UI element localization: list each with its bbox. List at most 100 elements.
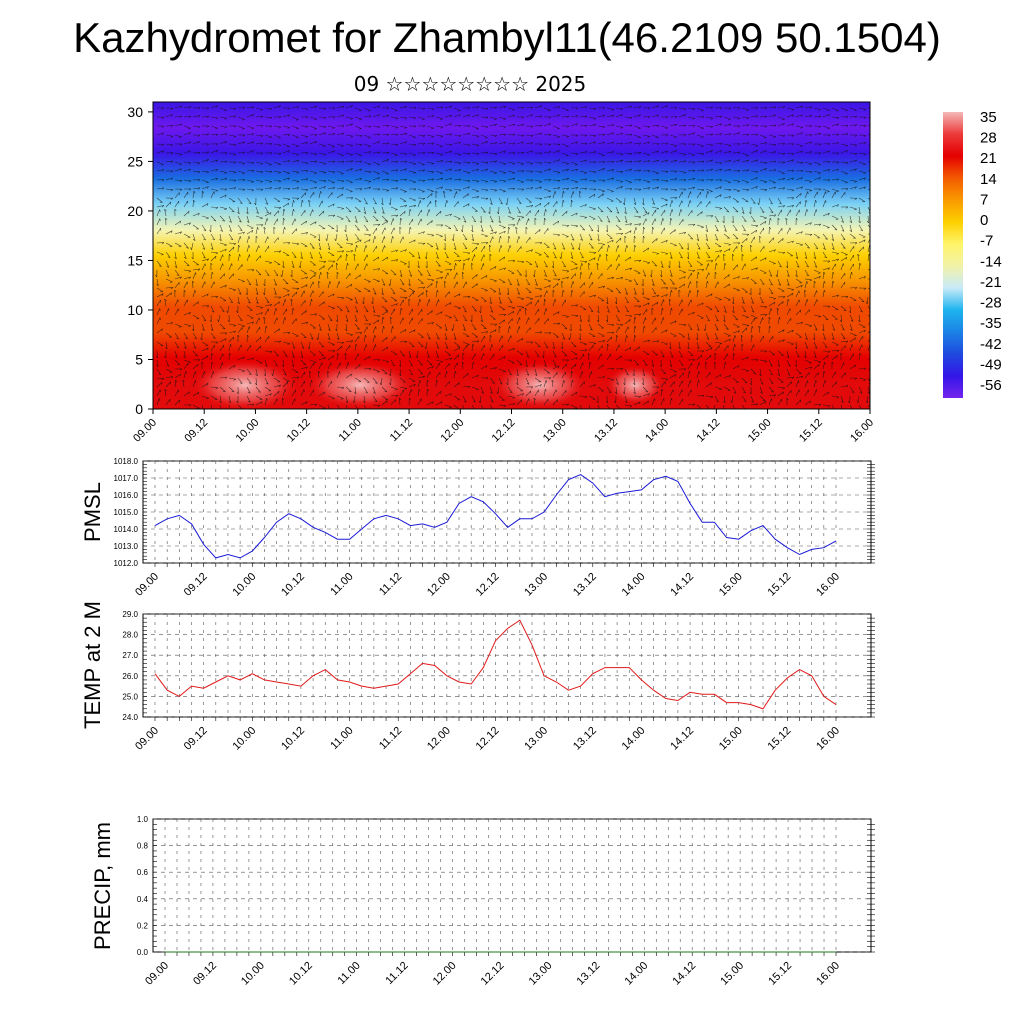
wind-vector-head <box>485 168 488 172</box>
wind-vector-head <box>274 292 277 295</box>
wind-vector <box>417 318 423 325</box>
wind-vector-head <box>458 259 462 263</box>
wind-vector-head <box>449 357 452 361</box>
wind-vector <box>165 322 173 325</box>
wind-vector-head <box>647 170 651 173</box>
wind-vector-head <box>425 265 428 269</box>
wind-vector-head <box>179 220 181 224</box>
wind-vector <box>651 186 659 190</box>
wind-vector <box>192 268 200 271</box>
wind-vector <box>308 200 311 208</box>
wind-vector-head <box>224 126 228 129</box>
wind-vector-head <box>345 319 349 322</box>
wind-vector <box>705 332 710 340</box>
wind-vector <box>363 263 368 271</box>
wind-vector-head <box>458 162 462 165</box>
wind-vector <box>768 336 774 343</box>
wind-vector-head <box>247 391 251 394</box>
wind-vector <box>732 116 740 119</box>
wind-vector <box>831 341 839 346</box>
wind-vector-head <box>800 186 803 190</box>
wind-vector <box>480 168 488 172</box>
wind-vector <box>300 134 308 137</box>
wind-vector <box>750 267 758 271</box>
wind-vector <box>723 353 728 361</box>
wind-vector-head <box>611 177 614 180</box>
wind-vector-head <box>489 301 492 305</box>
wind-vector-head <box>485 151 489 155</box>
wind-vector-head <box>420 373 423 375</box>
wind-vector-head <box>222 254 224 258</box>
wind-vector <box>759 314 768 316</box>
wind-vector <box>435 116 443 120</box>
wind-vector-head <box>400 217 403 221</box>
wind-vector-head <box>638 160 642 163</box>
wind-vector-head <box>659 364 662 368</box>
wind-vector-head <box>206 258 209 261</box>
wind-vector <box>255 312 263 316</box>
wind-vector <box>165 134 173 137</box>
wind-vector <box>786 329 794 334</box>
wind-vector-head <box>332 127 335 129</box>
wind-vector <box>714 161 722 164</box>
wind-vector <box>669 200 673 208</box>
wind-vector <box>237 356 245 361</box>
wind-vector-head <box>298 265 301 269</box>
wind-vector <box>642 317 646 325</box>
wind-vector-head <box>643 226 645 230</box>
wind-vector-head <box>355 343 358 347</box>
wind-vector-head <box>480 319 483 323</box>
wind-vector <box>156 179 165 181</box>
wind-vector-head <box>161 328 163 332</box>
wind-vector-head <box>242 325 245 328</box>
wind-vector-head <box>564 355 568 357</box>
wind-vector-head <box>359 144 363 146</box>
wind-vector <box>408 341 415 347</box>
wind-vector-head <box>611 367 615 370</box>
wind-vector <box>219 338 227 343</box>
wind-vector <box>318 191 321 199</box>
wind-vector-head <box>512 142 516 145</box>
wind-vector-head <box>723 319 726 323</box>
wind-vector-head <box>735 319 738 321</box>
wind-vector-head <box>841 220 844 223</box>
wind-vector <box>750 244 752 253</box>
wind-vector <box>300 276 308 280</box>
wind-vector <box>264 107 272 110</box>
wind-vector-head <box>211 361 214 365</box>
wind-vector <box>615 206 620 214</box>
wind-vector <box>858 336 864 343</box>
wind-vector-head <box>437 289 439 293</box>
wind-vector-head <box>683 368 687 371</box>
wind-vector <box>417 161 425 165</box>
wind-vector <box>363 239 371 244</box>
wind-vector-head <box>377 281 380 283</box>
wind-vector-head <box>206 383 209 386</box>
wind-vector-head <box>410 364 413 367</box>
wind-vector <box>750 133 758 136</box>
wind-vector-head <box>368 146 371 148</box>
wind-vector <box>156 227 161 235</box>
wind-vector-head <box>296 288 300 290</box>
wind-vector <box>723 168 731 172</box>
wind-vector-head <box>759 373 762 377</box>
wind-vector <box>237 287 242 295</box>
wind-vector <box>174 105 182 109</box>
wind-vector <box>633 206 639 213</box>
wind-vector-head <box>773 301 776 305</box>
wind-vector-head <box>716 310 720 313</box>
wind-vector-head <box>683 124 687 128</box>
wind-vector-head <box>764 162 768 165</box>
wind-vector <box>408 278 411 286</box>
wind-vector-head <box>332 214 336 218</box>
wind-vector <box>390 116 398 119</box>
wind-vector <box>381 159 389 163</box>
wind-vector-head <box>557 220 559 224</box>
wind-vector <box>588 341 596 344</box>
wind-vector-head <box>413 154 416 157</box>
wind-vector-head <box>638 216 642 219</box>
wind-vector <box>156 377 165 379</box>
wind-vector <box>300 350 303 358</box>
wind-vector <box>660 125 668 129</box>
wind-vector-head <box>751 325 754 329</box>
